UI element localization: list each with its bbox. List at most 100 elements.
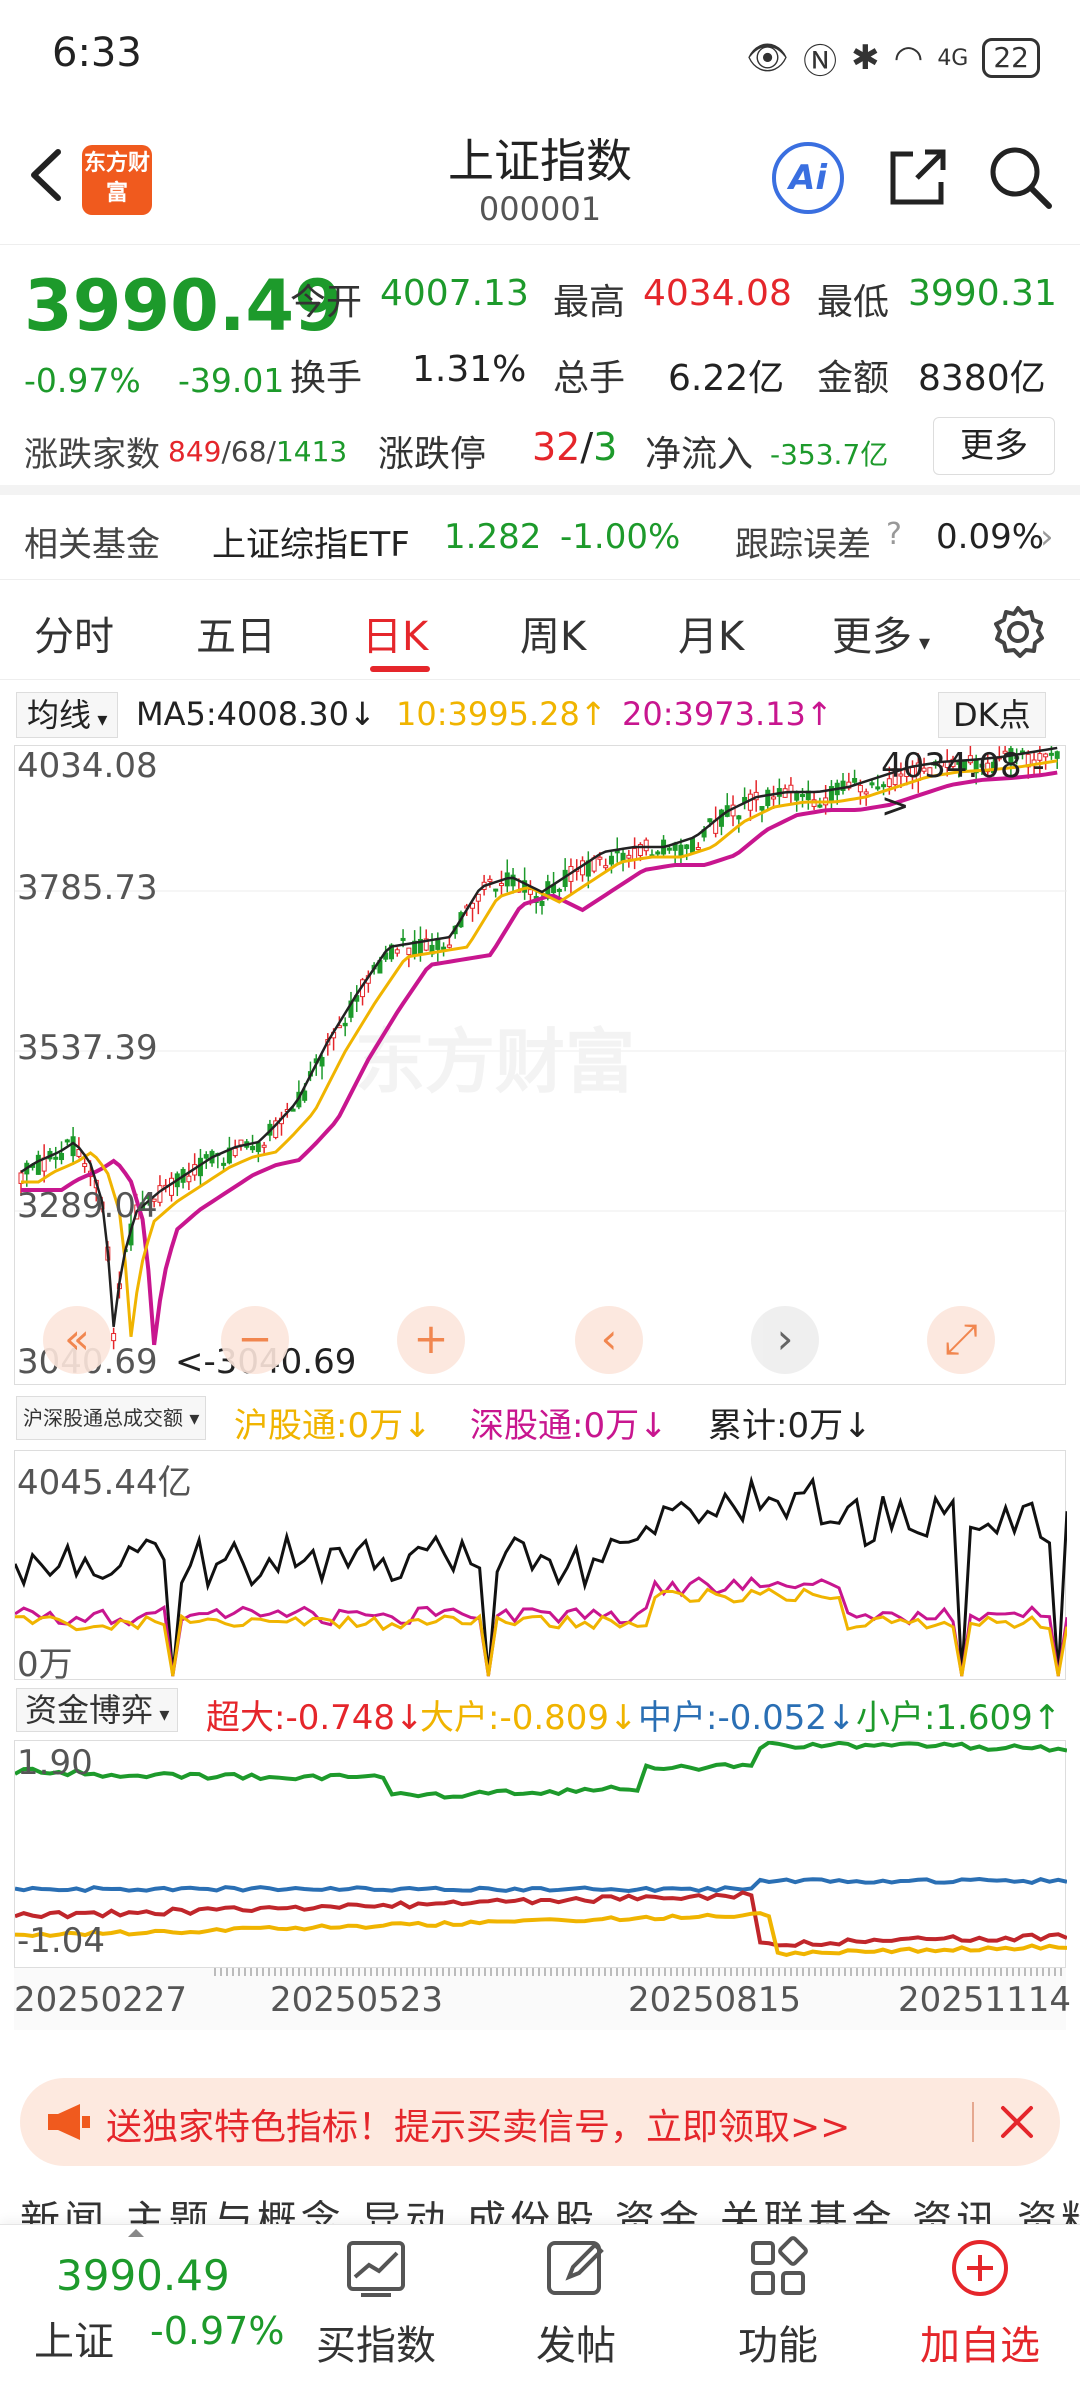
tab-weekly-k[interactable]: 周K — [520, 614, 587, 660]
hgt-line — [15, 1587, 1067, 1677]
volume-top-label: 4045.44亿 — [17, 1463, 192, 1503]
back-icon[interactable] — [18, 140, 78, 210]
kline-svg: 东方财富 — [15, 746, 1067, 1350]
date-label-3: 20250815 — [628, 1980, 802, 2020]
ai-button[interactable]: Ai — [772, 142, 844, 214]
banner-divider — [972, 2102, 974, 2142]
fund-top-label: 1.90 — [17, 1743, 93, 1783]
fund-label: 相关基金 — [24, 525, 160, 565]
page-title: 上证指数 — [448, 134, 632, 188]
more-button[interactable]: 更多 — [933, 417, 1055, 475]
sgt-value: 深股通:0万↓ — [470, 1406, 668, 1446]
add-watchlist-label: 加自选 — [920, 2323, 1040, 2369]
bluetooth-icon: ✱ — [851, 38, 880, 78]
high-value: 4034.08 — [643, 273, 792, 314]
large-line — [15, 1911, 1067, 1958]
high-label: 最高 — [553, 282, 626, 323]
volume-select[interactable]: 沪深股通总成交额 ▾ — [16, 1396, 207, 1440]
share-icon[interactable] — [883, 142, 953, 212]
status-time: 6:33 — [52, 30, 142, 76]
fund-flow-header: 资金博弈 ▾ 超大:-0.748↓ 大户:-0.809↓ 中户:-0.052↓ … — [0, 1682, 1080, 1738]
adv-down: 1413 — [275, 435, 348, 468]
y-label-3: 3537.39 — [17, 1028, 158, 1068]
ma20-line — [21, 770, 1058, 1346]
scroll-right-icon[interactable]: › — [751, 1306, 819, 1374]
zoom-out-icon[interactable]: − — [221, 1306, 289, 1374]
tab-intraday[interactable]: 分时 — [34, 614, 114, 660]
add-circle-icon — [952, 2240, 1008, 2296]
total-line — [15, 1475, 1067, 1677]
ma-row: 均线 ▾ MA5:4008.30↓ 10:3995.28↑ 20:3973.13… — [0, 685, 1080, 745]
function-label: 功能 — [738, 2323, 818, 2369]
fund-flow-select[interactable]: 资金博弈 ▾ — [16, 1688, 179, 1732]
bottom-bar: 3990.49 上证 -0.97% 买指数 发帖 功能 加自选 — [0, 2224, 1080, 2400]
date-label-2: 20250523 — [270, 1980, 444, 2020]
ma10-value: 10:3995.28↑ — [396, 695, 607, 733]
signal-icon: 4G — [937, 45, 969, 71]
eye-icon: 👁 — [745, 38, 790, 78]
volume-value: 6.22亿 — [668, 358, 785, 399]
zoom-in-icon[interactable]: + — [397, 1306, 465, 1374]
total-value: 累计:0万↓ — [708, 1406, 872, 1446]
indicator-select[interactable]: 均线 ▾ — [16, 692, 119, 738]
wifi-icon: ◠ — [893, 38, 924, 78]
tab-daily-k[interactable]: 日K — [362, 614, 429, 660]
open-value: 4007.13 — [380, 273, 529, 314]
active-tab-indicator — [370, 666, 430, 672]
low-value: 3990.31 — [908, 273, 1057, 314]
y-label-2: 3785.73 — [17, 868, 158, 908]
fund-change: -1.00% — [560, 517, 681, 557]
volume-chart[interactable]: 4045.44亿 0万 — [14, 1450, 1067, 1685]
chevron-right-icon: › — [1040, 517, 1054, 557]
ma5-line — [20, 746, 1058, 1327]
tab-more[interactable]: 更多 ▾ — [832, 614, 931, 660]
advance-decline: 涨跌家数 849/68/1413 — [24, 427, 347, 476]
sgt-line — [15, 1576, 1067, 1677]
promo-banner[interactable]: 送独家特色指标！提示买卖信号，立即领取>> — [20, 2078, 1060, 2166]
expand-icon[interactable] — [128, 2229, 144, 2237]
tracking-label: 跟踪误差 — [735, 525, 871, 565]
super-line — [15, 1890, 1067, 1948]
limit-down: 3 — [593, 425, 618, 469]
post-button[interactable]: 发帖 — [496, 2233, 656, 2371]
fund-bottom-label: -1.04 — [17, 1921, 105, 1961]
date-axis: 20250227 20250523 20250815 20251114 — [14, 1968, 1071, 2030]
turnover-label: 换手 — [290, 358, 363, 399]
fund-price: 1.282 — [444, 517, 542, 557]
settings-icon[interactable] — [990, 604, 1046, 660]
related-fund-row[interactable]: 相关基金 上证综指ETF 1.282 -1.00% 跟踪误差 ? 0.09% › — [0, 495, 1080, 580]
scroll-left-far-icon[interactable]: « — [43, 1306, 111, 1374]
date-label-1: 20250227 — [14, 1980, 188, 2020]
change-percent: -0.97% — [24, 361, 141, 400]
fund-name: 上证综指ETF — [212, 525, 410, 565]
tab-monthly-k[interactable]: 月K — [678, 614, 745, 660]
sub-tabs[interactable]: 新闻 主题与概念 异动 成份股 资金 关联基金 资讯 资料 — [0, 2200, 1080, 2224]
tab-five-day[interactable]: 五日 — [196, 614, 276, 660]
bottom-price[interactable]: 3990.49 — [56, 2251, 230, 2300]
help-icon[interactable]: ? — [886, 517, 902, 552]
scroll-left-icon[interactable]: ‹ — [575, 1306, 643, 1374]
add-watchlist-button[interactable]: 加自选 — [900, 2233, 1060, 2371]
y-label-top: 4034.08 — [17, 746, 158, 786]
inflow-value: -353.7亿 — [770, 438, 889, 471]
limit-label: 涨跌停 — [378, 434, 487, 475]
adv-label: 涨跌家数 — [24, 435, 160, 475]
grid-icon — [751, 2236, 808, 2295]
y-label-4: 3289.04 — [17, 1186, 158, 1226]
fullscreen-icon[interactable]: ⤢ — [927, 1306, 995, 1374]
buy-index-button[interactable]: 买指数 — [296, 2233, 456, 2371]
battery-icon: 22 — [982, 38, 1040, 78]
close-icon[interactable] — [995, 2100, 1039, 2144]
small-value: 小户:1.609↑ — [856, 1698, 1062, 1738]
kline-chart[interactable]: 东方财富 4034.08 3785.73 3537.39 3289.04 304… — [14, 745, 1067, 1385]
app-logo: 东方财富 — [82, 145, 152, 215]
banner-text: 送独家特色指标！提示买卖信号，立即领取>> — [106, 2107, 851, 2148]
search-icon[interactable] — [985, 142, 1055, 212]
amount-value: 8380亿 — [918, 358, 1046, 399]
mid-line — [15, 1877, 1067, 1894]
status-icons: 👁 Ⓝ ✱ ◠ 4G 22 — [746, 30, 1040, 86]
dk-point-button[interactable]: DK点 — [938, 692, 1046, 738]
fund-flow-chart[interactable]: 1.90 -1.04 — [14, 1740, 1067, 1968]
stock-code: 000001 — [478, 190, 602, 228]
function-button[interactable]: 功能 — [698, 2233, 858, 2371]
